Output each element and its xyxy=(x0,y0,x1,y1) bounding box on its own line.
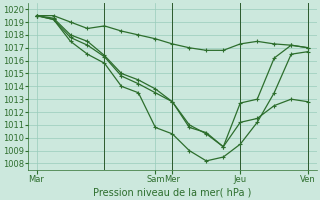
X-axis label: Pression niveau de la mer( hPa ): Pression niveau de la mer( hPa ) xyxy=(93,187,252,197)
